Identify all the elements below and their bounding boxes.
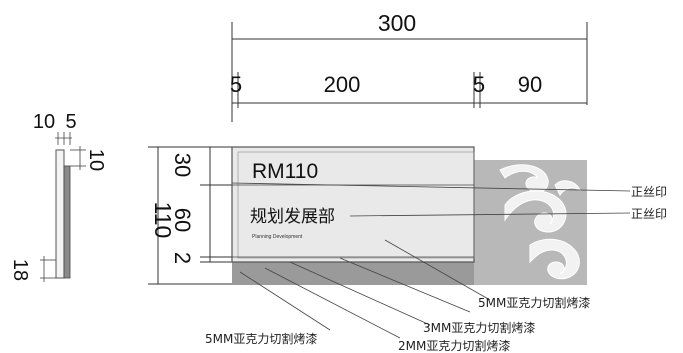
dim-side-bottom: 18 (9, 259, 31, 281)
dim-top-left-margin: 5 (230, 72, 242, 97)
acrylic-2mm-label: 2MM亚克力切割烤漆 (398, 338, 510, 353)
department-english: Planning Development (252, 234, 303, 240)
dim-top-total: 300 (378, 10, 416, 36)
side-profile: 10 5 10 18 (9, 111, 107, 282)
dim-side-b: 5 (65, 111, 76, 133)
dim-top-right: 90 (518, 72, 542, 97)
dim-side-top: 10 (85, 149, 107, 171)
dim-top-gap: 5 (473, 72, 485, 97)
top-dimensions: 300 5 200 5 90 (230, 10, 588, 122)
sign-front: RM110 规划发展部 Planning Development (231, 146, 587, 285)
swirl-decoration (499, 164, 582, 280)
dim-left-top: 30 (170, 153, 195, 177)
dim-left-mid: 60 (170, 208, 195, 232)
dim-left-bottom: 2 (170, 252, 195, 264)
acrylic-5mm-left-label: 5MM亚克力切割烤漆 (205, 331, 317, 346)
dim-top-main: 200 (324, 72, 361, 97)
left-dimensions: 110 30 60 2 (148, 146, 232, 285)
silk-print-label-1: 正丝印 (631, 185, 667, 199)
base-layer (232, 262, 474, 285)
acrylic-5mm-right-label: 5MM亚克力切割烤漆 (478, 295, 590, 310)
room-number: RM110 (252, 160, 318, 183)
department-name: 规划发展部 (250, 207, 335, 227)
dim-left-total: 110 (150, 202, 176, 239)
acrylic-3mm-label: 3MM亚克力切割烤漆 (423, 320, 535, 335)
main-panel (231, 146, 475, 263)
silk-print-label-2: 正丝印 (631, 207, 667, 221)
dim-side-a: 10 (33, 111, 55, 133)
leader-lines (231, 182, 631, 339)
annotations: 正丝印 正丝印 5MM亚克力切割烤漆 5MM亚克力切割烤漆 3MM亚克力切割烤漆… (205, 185, 667, 353)
